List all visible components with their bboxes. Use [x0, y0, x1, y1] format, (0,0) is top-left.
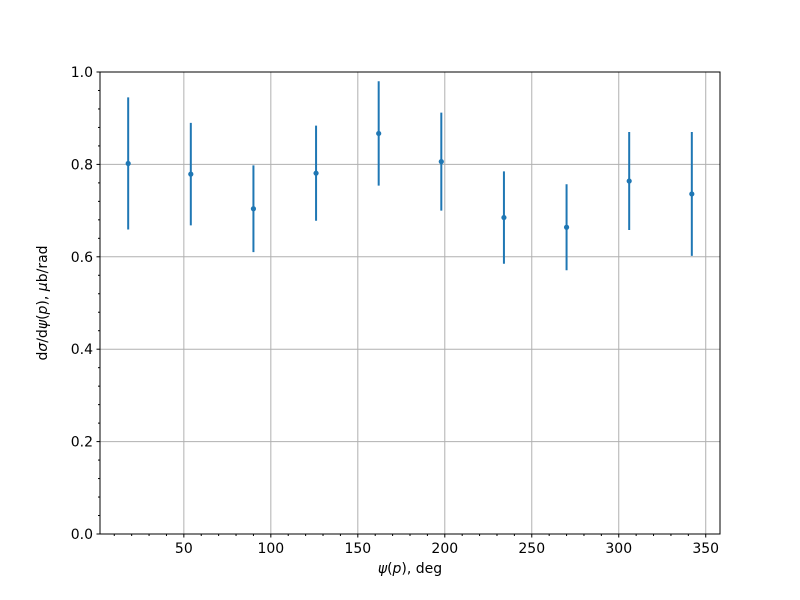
y-tick-label: 0.6 — [71, 250, 93, 266]
errorbar-point — [250, 165, 257, 253]
data-point-marker — [313, 170, 319, 176]
y-axis-label: dσ/dψ(p), μb/rad — [35, 245, 51, 360]
errorbar-point — [689, 132, 695, 256]
axes-spines — [99, 71, 721, 535]
x-tick-label: 200 — [431, 541, 458, 557]
x-tick-label: 250 — [518, 541, 545, 557]
axis-label-segment: p — [35, 305, 51, 315]
x-axis-label: ψ(p), deg — [378, 561, 442, 577]
axis-label-segment: p — [392, 561, 402, 577]
errorbar-point — [501, 171, 507, 264]
y-tick-label: 0.4 — [71, 342, 93, 358]
data-point-marker — [376, 130, 382, 137]
axis-label-segment: ( — [35, 314, 51, 319]
axis-label-segment: ψ — [35, 319, 51, 329]
y-tick-label: 1.0 — [71, 65, 93, 81]
grid-layer — [100, 71, 720, 535]
axis-label-segment: ψ — [378, 561, 388, 577]
tick-labels-layer: 50 100 150 200 250 300 350 0.0 0.2 0.4 0.6 0.8 1.0 — [71, 65, 719, 557]
data-series-layer — [125, 81, 695, 271]
x-tick-label: 50 — [175, 541, 193, 557]
errorbar-point — [438, 112, 444, 211]
y-tick-label: 0.8 — [71, 157, 93, 173]
data-point-marker — [563, 224, 570, 230]
axis-label-segment: μ — [35, 282, 51, 292]
errorbar-point — [313, 125, 319, 221]
x-tick-label: 350 — [692, 541, 719, 557]
axis-label-segment: d — [35, 352, 51, 361]
data-point-marker — [250, 206, 257, 212]
errorbar-series — [125, 81, 695, 271]
axis-label-segment: ) — [401, 561, 406, 577]
data-point-marker — [438, 159, 444, 165]
axis-label-segment: , — [35, 291, 51, 300]
data-point-marker — [188, 171, 194, 177]
axis-label-segment: /d — [35, 329, 51, 343]
errorbar-point — [626, 132, 632, 231]
errorbar-point — [125, 97, 131, 230]
axis-label-segment: ( — [387, 561, 392, 577]
axis-label-segment: σ — [35, 342, 51, 352]
x-tick-label: 100 — [257, 541, 284, 557]
y-tick-label: 0.2 — [71, 435, 93, 451]
tick-layer — [96, 71, 707, 538]
errorbar-point — [563, 184, 570, 271]
x-tick-label: 300 — [605, 541, 632, 557]
y-tick-label: 0.0 — [71, 527, 93, 543]
axis-label-segment: ) — [35, 300, 51, 305]
plot-area-border — [99, 71, 721, 535]
errorbar-point — [188, 122, 194, 226]
axis-label-segment: , deg — [407, 561, 442, 577]
data-point-marker — [125, 160, 131, 167]
x-tick-label: 150 — [344, 541, 371, 557]
data-point-marker — [689, 191, 695, 197]
errorbar-point — [376, 81, 382, 186]
data-point-marker — [626, 178, 632, 184]
axis-label-segment: b/rad — [35, 245, 51, 282]
data-point-marker — [501, 214, 507, 221]
